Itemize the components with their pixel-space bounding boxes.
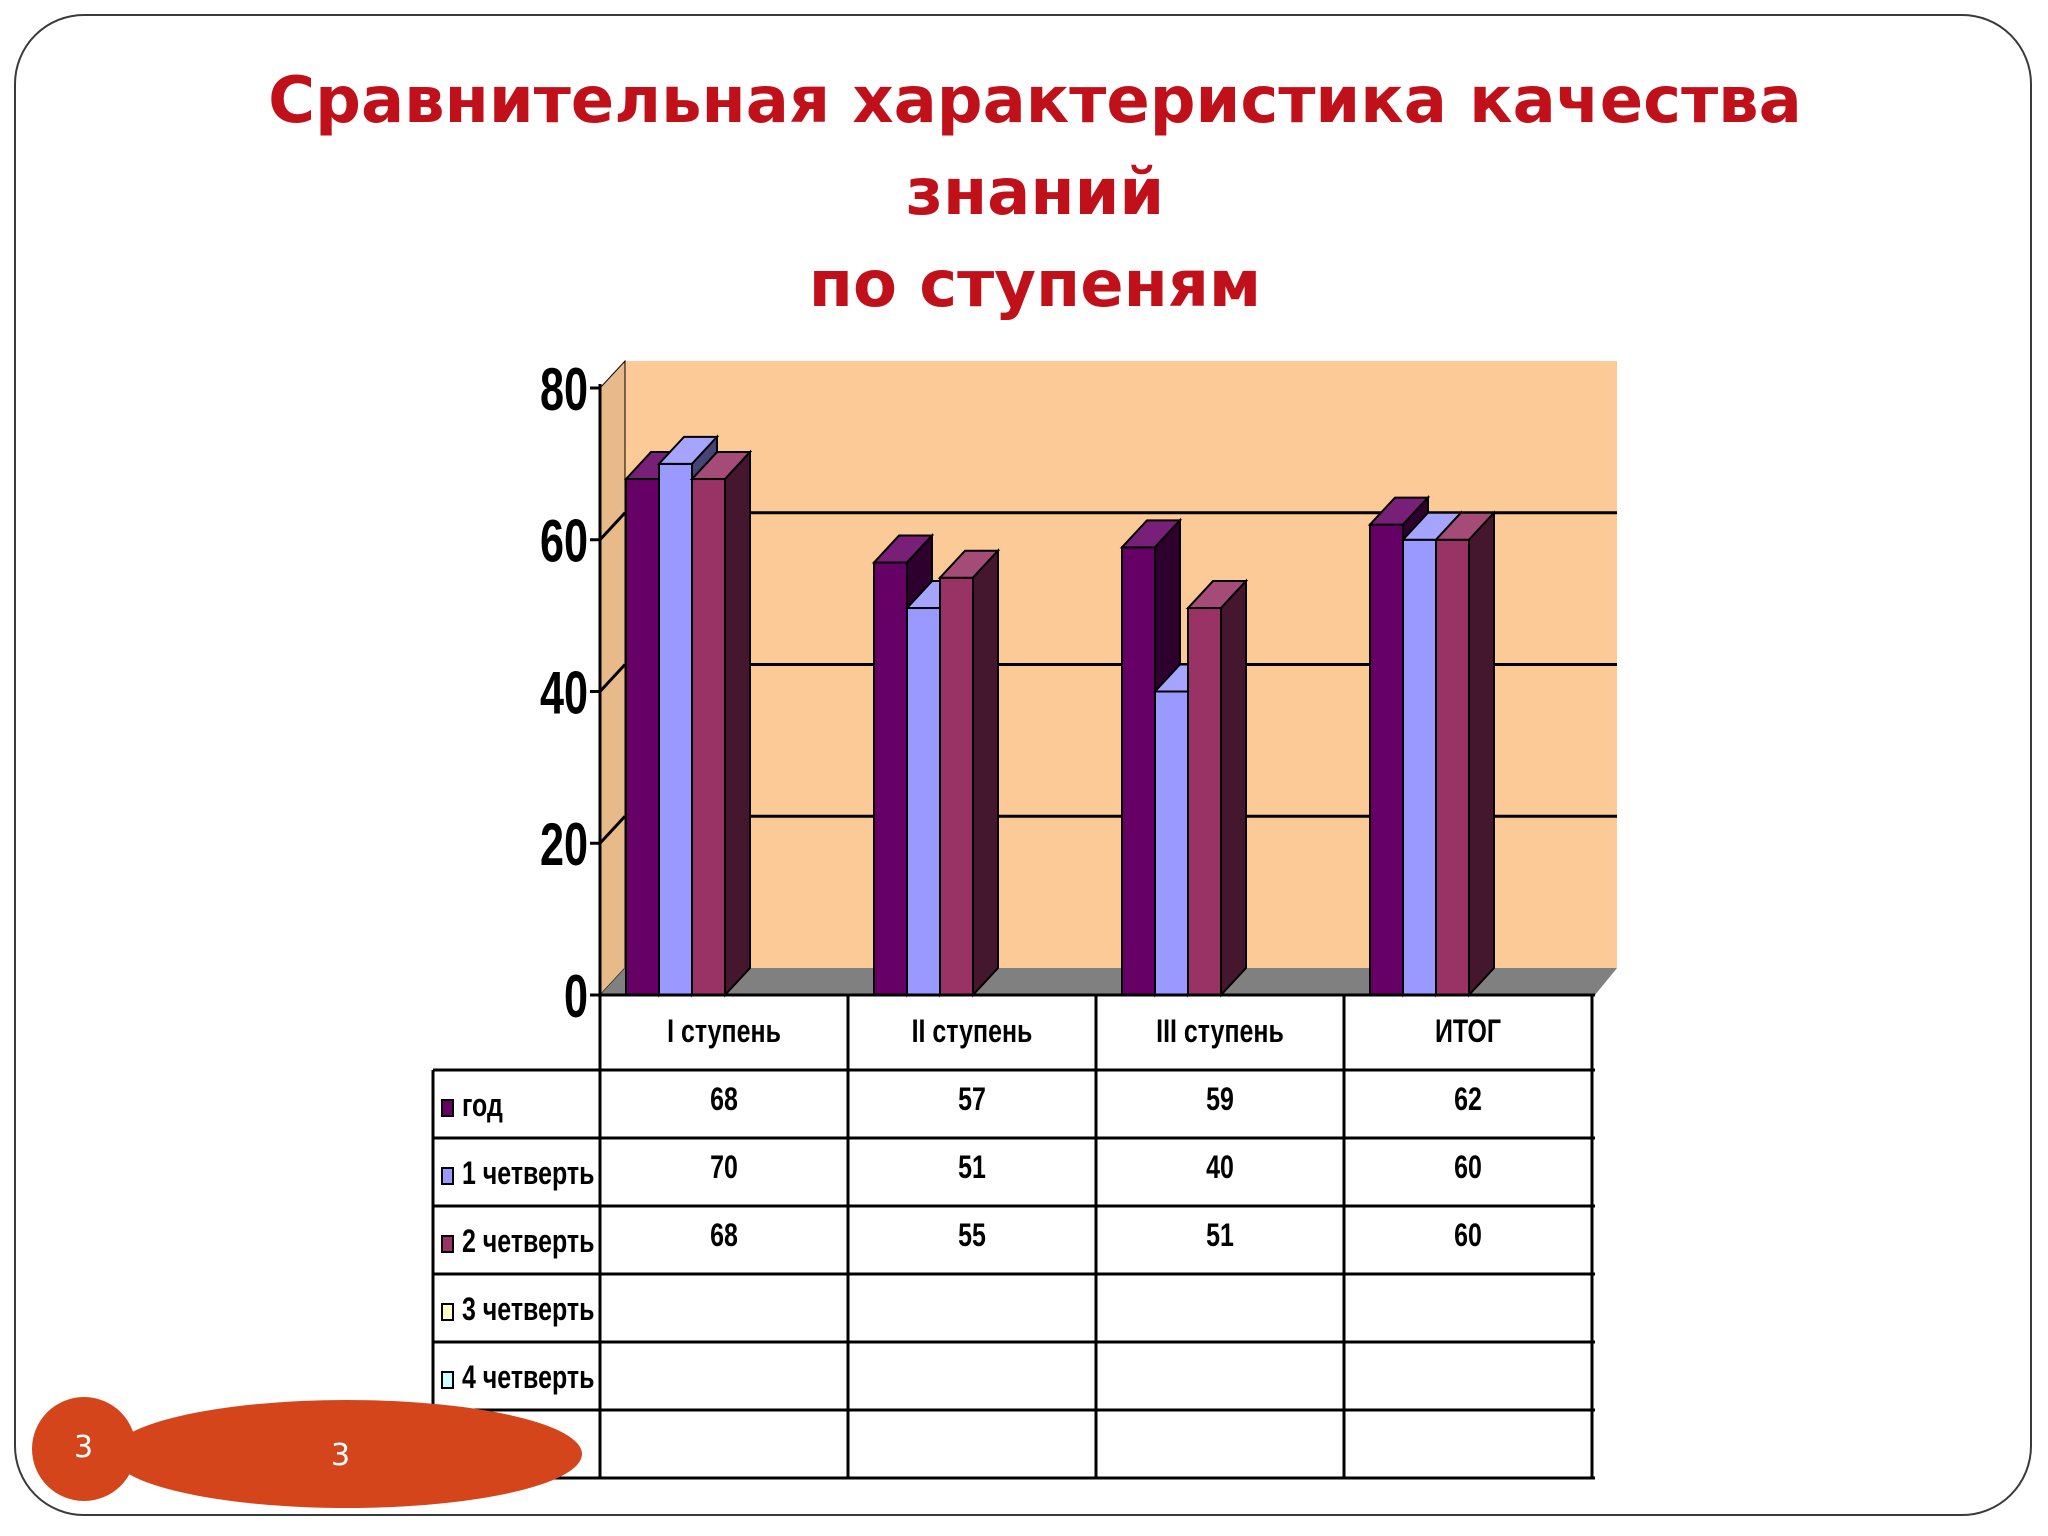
bar-side bbox=[972, 548, 999, 998]
bar-front bbox=[625, 478, 660, 996]
bar-front bbox=[939, 576, 974, 996]
bar-front bbox=[1154, 690, 1189, 996]
x-category-label: I ступень bbox=[667, 1014, 781, 1050]
bar-side bbox=[1468, 510, 1495, 998]
bar-front bbox=[1369, 523, 1404, 996]
data-table-value: 51 bbox=[958, 1150, 986, 1186]
data-table-value: 57 bbox=[958, 1082, 986, 1118]
legend-label: 4 четверть bbox=[462, 1360, 594, 1396]
data-table-value: 62 bbox=[1454, 1082, 1482, 1118]
y-tick-label: 80 bbox=[540, 357, 588, 424]
x-category-label: II ступень bbox=[912, 1014, 1033, 1050]
data-table-value: 40 bbox=[1206, 1150, 1234, 1186]
slide-title-line-1: Сравнительная характеристика качества зн… bbox=[268, 64, 1802, 230]
page-number: 3 bbox=[74, 1430, 94, 1465]
bar-front bbox=[873, 561, 908, 996]
legend-swatch bbox=[441, 1371, 454, 1389]
page-number-oval bbox=[112, 1400, 582, 1508]
data-table-value: 68 bbox=[710, 1218, 738, 1254]
slide-title: Сравнительная характеристика качества зн… bbox=[150, 55, 1920, 331]
bar-front bbox=[1187, 607, 1222, 996]
page-number-circle bbox=[32, 1397, 136, 1501]
page-number-secondary: 3 bbox=[331, 1438, 351, 1473]
y-tick-label: 40 bbox=[540, 661, 588, 728]
bar-side bbox=[1220, 578, 1247, 998]
bar-front bbox=[658, 462, 693, 996]
legend-label: 2 четверть bbox=[462, 1224, 594, 1260]
bar-front bbox=[1435, 538, 1470, 996]
plot-floor bbox=[600, 968, 1617, 995]
bar-side bbox=[724, 449, 751, 998]
legend-swatch bbox=[441, 1167, 454, 1185]
bar-front bbox=[906, 607, 941, 996]
y-tick-label: 0 bbox=[564, 964, 588, 1031]
legend-swatch bbox=[441, 1303, 454, 1321]
slide-title-line-2: по ступеням bbox=[808, 248, 1262, 322]
y-tick-label: 60 bbox=[540, 509, 588, 576]
gridline-depth bbox=[598, 511, 627, 541]
data-table-value: 51 bbox=[1206, 1218, 1234, 1254]
data-table-value: 60 bbox=[1454, 1218, 1482, 1254]
legend-swatch bbox=[441, 1235, 454, 1253]
data-table-value: 59 bbox=[1206, 1082, 1234, 1118]
data-table-value: 60 bbox=[1454, 1150, 1482, 1186]
bar-front bbox=[1121, 546, 1156, 997]
data-table-value: 68 bbox=[710, 1082, 738, 1118]
y-tick-label: 20 bbox=[540, 812, 588, 879]
slide-frame bbox=[14, 14, 2032, 1516]
legend-label: 1 четверть bbox=[462, 1156, 594, 1192]
data-table-value: 55 bbox=[958, 1218, 986, 1254]
legend-swatch bbox=[441, 1099, 454, 1117]
data-table-value: 70 bbox=[710, 1150, 738, 1186]
x-category-label: ИТОГ bbox=[1435, 1014, 1501, 1050]
bar-front bbox=[691, 478, 726, 996]
gridline-depth bbox=[598, 815, 627, 845]
legend-label: 3 четверть bbox=[462, 1292, 594, 1328]
gridline-depth bbox=[598, 663, 627, 693]
legend-label: год bbox=[462, 1088, 503, 1124]
bar-front bbox=[1402, 538, 1437, 996]
x-category-label: III ступень bbox=[1156, 1014, 1284, 1050]
